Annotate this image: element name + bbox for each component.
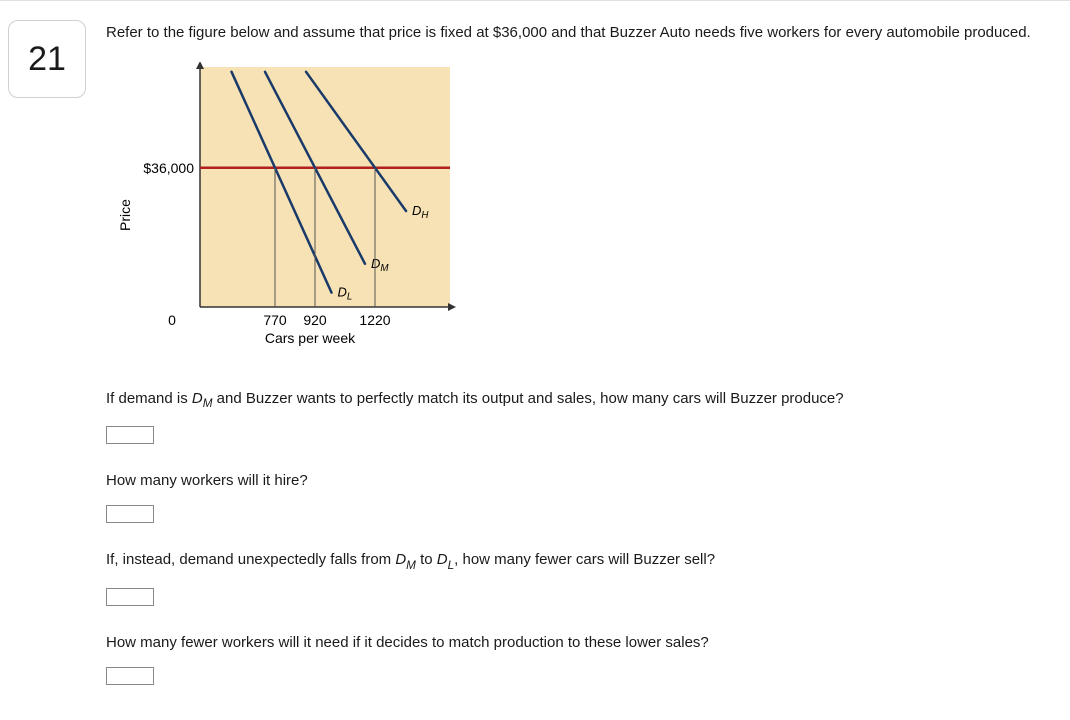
sub-question-4: How many fewer workers will it need if i… xyxy=(106,632,1050,653)
q3-text-mid: to xyxy=(416,551,437,568)
top-divider xyxy=(0,0,1070,1)
sub-question-2: How many workers will it hire? xyxy=(106,470,1050,491)
question-content: Refer to the figure below and assume tha… xyxy=(106,20,1050,689)
svg-text:920: 920 xyxy=(303,312,327,328)
q3-text-post: , how many fewer cars will Buzzer sell? xyxy=(454,551,715,568)
question-prompt: Refer to the figure below and assume tha… xyxy=(106,22,1050,44)
q1-text-pre: If demand is xyxy=(106,390,192,407)
sub-question-1: If demand is DM and Buzzer wants to perf… xyxy=(106,388,1050,412)
q1-text-post: and Buzzer wants to perfectly match its … xyxy=(212,390,843,407)
sub-question-3: If, instead, demand unexpectedly falls f… xyxy=(106,549,1050,573)
svg-text:$36,000: $36,000 xyxy=(143,160,194,176)
question-layout: 21 Refer to the figure below and assume … xyxy=(8,20,1050,689)
answer-input-1[interactable] xyxy=(106,426,154,444)
svg-text:Cars per week: Cars per week xyxy=(265,330,356,346)
q3-text-pre: If, instead, demand unexpectedly falls f… xyxy=(106,551,395,568)
answer-input-4[interactable] xyxy=(106,667,154,685)
demand-chart: $36,000PriceDLDMDH77092012200Cars per we… xyxy=(116,62,1050,366)
svg-text:770: 770 xyxy=(263,312,287,328)
question-number-box: 21 xyxy=(8,20,86,98)
svg-text:1220: 1220 xyxy=(359,312,390,328)
answer-input-3[interactable] xyxy=(106,588,154,606)
answer-input-2[interactable] xyxy=(106,505,154,523)
chart-svg: $36,000PriceDLDMDH77092012200Cars per we… xyxy=(116,62,456,362)
question-number: 21 xyxy=(28,40,66,79)
svg-text:0: 0 xyxy=(168,312,176,328)
svg-text:Price: Price xyxy=(117,199,133,231)
